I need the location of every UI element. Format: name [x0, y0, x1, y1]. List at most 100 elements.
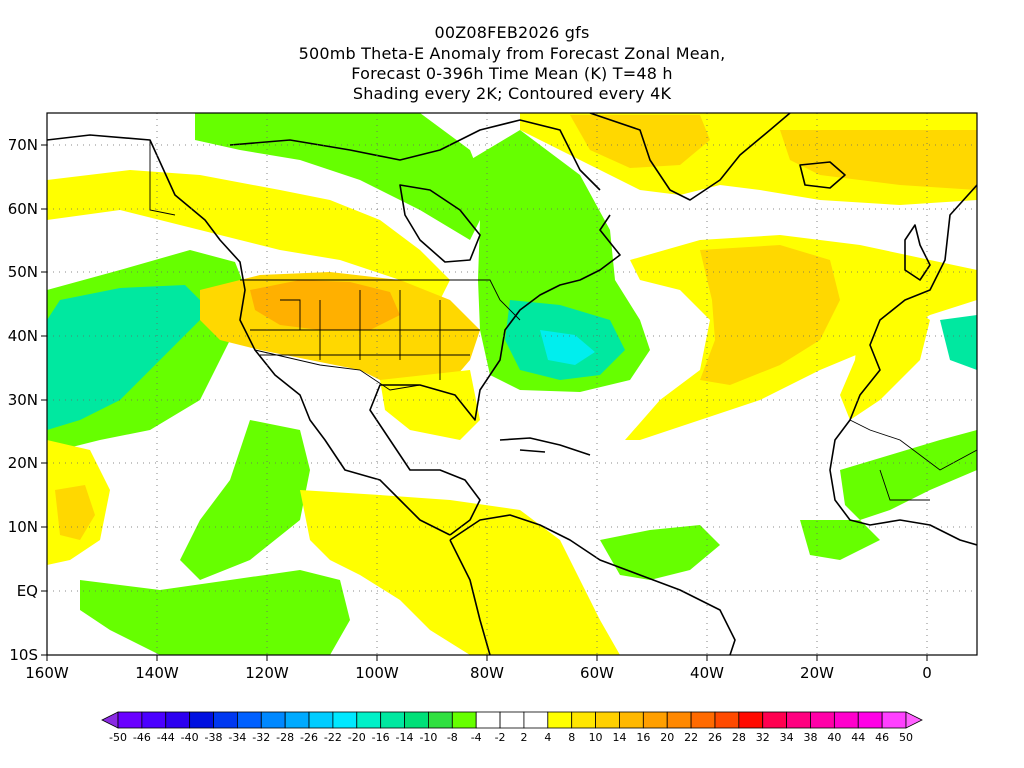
title-line-1: 00Z08FEB2026 gfs — [434, 23, 590, 42]
title-line-2: 500mb Theta-E Anomaly from Forecast Zona… — [298, 44, 726, 63]
colorbar-swatch — [213, 711, 238, 729]
lat-tick-label: 40N — [8, 327, 38, 345]
lat-tick-label: 60N — [8, 200, 38, 218]
colorbar-label: 4 — [544, 731, 551, 744]
colorbar-swatch — [117, 711, 143, 729]
shade-green-mediterranean — [940, 315, 977, 370]
map-grid — [47, 113, 977, 655]
colorbar-labels: -50 -46 -44 -40 -38 -34 -32 -28 -26 -22 -20 -16 -14-… — [109, 731, 913, 744]
map-plot-area — [47, 113, 977, 655]
colorbar-swatch — [475, 711, 501, 729]
colorbar-label: 10 — [589, 731, 603, 744]
map-frame — [46, 112, 978, 656]
colorbar — [101, 711, 923, 729]
colorbar-swatch — [690, 711, 716, 729]
colorbar-swatch — [619, 711, 644, 729]
colorbar-swatch — [332, 711, 358, 729]
tick-marks — [41, 144, 928, 661]
shade-yellow-iberia — [840, 300, 930, 420]
colorbar-label: 50 — [899, 731, 913, 744]
shade-orange-us — [250, 280, 400, 330]
shade-yellow-caribbean — [300, 490, 620, 655]
lon-tick-label: 40W — [690, 664, 724, 682]
shade-green-brazil — [600, 525, 720, 580]
colorbar-label: -46 — [133, 731, 151, 744]
colorbar-swatch — [905, 711, 923, 729]
lon-tick-label: 0 — [922, 664, 932, 682]
colorbar-label: -40 — [181, 731, 199, 744]
colorbar-label: 20 — [660, 731, 674, 744]
lat-tick-label: 10S — [9, 646, 38, 664]
lon-tick-labels: 160W 140W 120W 100W 80W 60W 40W 20W 0 — [25, 664, 932, 682]
title-line-4: Shading every 2K; Contoured every 4K — [352, 84, 672, 103]
lat-tick-label: 70N — [8, 136, 38, 154]
colorbar-swatch — [571, 711, 596, 729]
lon-tick-label: 60W — [580, 664, 614, 682]
shade-cyan-atlantic — [540, 330, 595, 365]
colorbar-label: 26 — [708, 731, 722, 744]
lat-tick-label: 10N — [8, 518, 38, 536]
colorbar-label: -50 — [109, 731, 127, 744]
colorbar-swatch — [810, 711, 835, 729]
colorbar-swatch — [165, 711, 191, 729]
colorbar-label: 16 — [636, 731, 650, 744]
lon-tick-label: 100W — [355, 664, 399, 682]
shade-orange-westpac — [55, 485, 95, 540]
colorbar-label: 40 — [827, 731, 841, 744]
lat-tick-labels: 70N 60N 50N 40N 30N 20N 10N EQ 10S — [8, 136, 38, 664]
colorbar-label: -4 — [471, 731, 482, 744]
colorbar-label: 46 — [875, 731, 889, 744]
borders — [149, 140, 977, 501]
colorbar-label: 14 — [612, 731, 626, 744]
lon-tick-label: 140W — [135, 664, 179, 682]
lat-tick-label: 20N — [8, 454, 38, 472]
colorbar-swatch — [428, 711, 453, 729]
colorbar-label: -28 — [276, 731, 294, 744]
shade-orange-midatlantic — [700, 245, 840, 385]
shade-green-africa2 — [800, 520, 880, 560]
colorbar-swatch — [260, 711, 286, 729]
shade-green-canada — [195, 113, 490, 240]
colorbar-label: -8 — [447, 731, 458, 744]
colorbar-swatch — [786, 711, 811, 729]
colorbar-swatch — [451, 711, 477, 729]
colorbar-label: 44 — [851, 731, 865, 744]
colorbar-label: 38 — [803, 731, 817, 744]
colorbar-label: -22 — [324, 731, 342, 744]
colorbar-label: -38 — [205, 731, 223, 744]
shade-orange-greenland — [570, 115, 710, 168]
colorbar-label: 2 — [520, 731, 527, 744]
colorbar-swatch — [738, 711, 764, 729]
colorbar-label: 34 — [780, 731, 794, 744]
colorbar-label: -2 — [495, 731, 506, 744]
colorbar-swatch — [881, 711, 907, 729]
colorbar-swatch — [714, 711, 740, 729]
colorbar-swatch — [666, 711, 692, 729]
lon-tick-label: 80W — [470, 664, 504, 682]
colorbar-swatch — [762, 711, 788, 729]
lon-tick-label: 160W — [25, 664, 69, 682]
lon-tick-label: 120W — [245, 664, 289, 682]
title-line-3: Forecast 0-396h Time Mean (K) T=48 h — [351, 64, 673, 83]
colorbar-label: -34 — [228, 731, 246, 744]
lat-tick-label: EQ — [17, 582, 38, 600]
colorbar-label: 22 — [684, 731, 698, 744]
colorbar-swatch — [101, 711, 119, 729]
colorbar-label: 8 — [568, 731, 575, 744]
lon-tick-label: 20W — [800, 664, 834, 682]
colorbar-swatch — [189, 711, 214, 729]
shade-yellow-nw — [47, 170, 450, 300]
colorbar-swatch — [499, 711, 525, 729]
colorbar-label: -10 — [419, 731, 437, 744]
colorbar-swatch — [523, 711, 549, 729]
shade-green-tropics-pac — [180, 420, 310, 580]
colorbar-label: -16 — [372, 731, 390, 744]
colorbar-swatch — [857, 711, 883, 729]
colorbar-swatch — [308, 711, 334, 729]
colorbar-swatch — [236, 711, 262, 729]
colorbar-label: 28 — [732, 731, 746, 744]
colorbar-label: -26 — [300, 731, 318, 744]
shade-orange-east — [780, 130, 977, 190]
lat-tick-label: 50N — [8, 263, 38, 281]
